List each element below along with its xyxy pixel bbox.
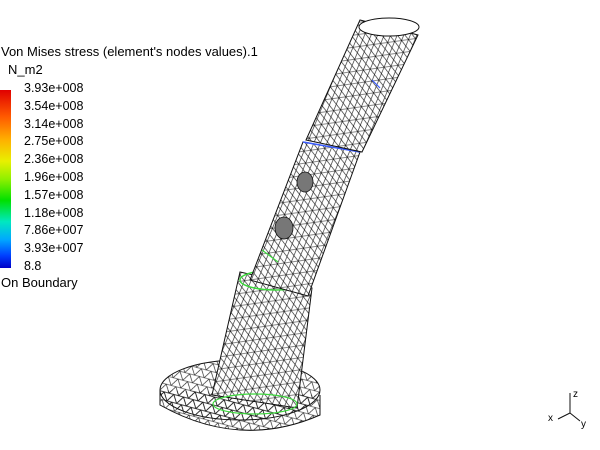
axis-z-label: z xyxy=(573,389,578,400)
lower-cylinder xyxy=(211,269,313,415)
legend-boundary-label: On Boundary xyxy=(1,275,78,290)
axis-triad: z x y xyxy=(548,389,586,430)
legend-tick: 2.75e+008 xyxy=(24,134,84,149)
axis-x-label: x xyxy=(548,413,553,424)
upper-shaft xyxy=(305,17,420,153)
legend-tick: 1.57e+008 xyxy=(24,187,84,202)
legend-unit: N_m2 xyxy=(8,62,43,77)
legend-tick: 3.93e+008 xyxy=(24,81,84,95)
legend-tick: 8.8 xyxy=(24,258,42,273)
middle-shaft xyxy=(249,141,361,297)
legend-tick: 3.54e+008 xyxy=(24,98,84,113)
legend-tick: 1.18e+008 xyxy=(24,205,84,220)
legend-colorbar xyxy=(0,90,11,268)
axis-y-label: y xyxy=(581,419,586,430)
legend-tick: 1.96e+008 xyxy=(24,169,84,184)
legend-title: Von Mises stress (element's nodes values… xyxy=(1,44,258,59)
legend-tick: 2.36e+008 xyxy=(24,152,84,167)
legend-tick: 3.93e+007 xyxy=(24,241,84,256)
legend-tick: 7.86e+007 xyxy=(24,223,84,238)
legend-tick-labels: 3.93e+008 3.54e+008 3.14e+008 2.75e+008 … xyxy=(24,80,134,276)
legend-tick: 3.14e+008 xyxy=(24,116,84,131)
